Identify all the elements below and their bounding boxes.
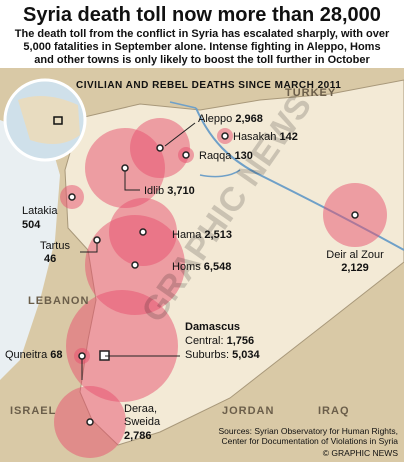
city-label: Suburbs: 5,034 <box>185 349 261 361</box>
city-dot <box>221 132 229 140</box>
city-name: Deir al Zour <box>326 249 384 261</box>
city-count: 130 <box>234 150 252 162</box>
city-count: 5,034 <box>232 349 260 361</box>
city-dot <box>78 352 86 360</box>
city-name: Latakia <box>22 205 58 217</box>
city-count: 504 <box>22 219 41 231</box>
country-label: JORDAN <box>222 405 274 417</box>
city-name: Idlib <box>144 185 164 197</box>
city-name: Sweida <box>124 416 161 428</box>
city-name: Aleppo <box>198 113 232 125</box>
sources: Sources: Syrian Observatory for Human Ri… <box>218 426 398 436</box>
count-label: Suburbs: <box>185 349 229 361</box>
city-label: Homs 6,548 <box>172 261 231 273</box>
subtitle-line: The death toll from the conflict in Syri… <box>15 28 390 40</box>
country-label: IRAQ <box>318 405 350 417</box>
sources: Center for Documentation of Violations i… <box>221 436 398 446</box>
subtitle-line: 5,000 fatalities in September alone. Int… <box>23 41 380 53</box>
city-name: Raqqa <box>199 150 232 162</box>
title: Syria death toll now more than 28,000 <box>23 4 381 26</box>
city-label: Aleppo 2,968 <box>198 113 263 125</box>
capital-name: Damascus <box>185 321 240 333</box>
city-name: Hasakah <box>233 131 276 143</box>
city-label: Central: 1,756 <box>185 335 254 347</box>
city-name: Quneitra <box>5 349 48 361</box>
city-count: 1,756 <box>227 335 255 347</box>
city-dot <box>68 193 76 201</box>
city-name: Tartus <box>40 240 70 252</box>
city-count: 68 <box>50 349 62 361</box>
map-title: CIVILIAN AND REBEL DEATHS SINCE MARCH 20… <box>76 80 341 91</box>
globe-locator <box>53 116 63 125</box>
city-dot <box>139 228 147 236</box>
city-dot <box>86 418 94 426</box>
city-label: Hasakah 142 <box>233 131 298 143</box>
country-label: LEBANON <box>28 295 89 307</box>
city-count: 2,786 <box>124 430 152 442</box>
city-count: 2,129 <box>341 262 369 274</box>
city-name: Hama <box>172 229 202 241</box>
count-label: Central: <box>185 335 224 347</box>
city-dot <box>131 261 139 269</box>
city-label: Idlib 3,710 <box>144 185 195 197</box>
bubble <box>66 290 178 402</box>
city-count: 142 <box>279 131 297 143</box>
city-count: 2,513 <box>204 229 232 241</box>
city-name: Homs <box>172 261 201 273</box>
city-label: Quneitra 68 <box>5 349 63 361</box>
globe-land <box>18 96 80 144</box>
city-dot <box>121 164 129 172</box>
city-label: Raqqa 130 <box>199 150 253 162</box>
city-name: Deraa, <box>124 403 157 415</box>
leader-line <box>80 122 196 380</box>
country-label: TURKEY <box>285 87 336 99</box>
city-count: 46 <box>44 253 56 265</box>
city-dot <box>182 151 190 159</box>
city-count: 6,548 <box>204 261 232 273</box>
city-label: Hama 2,513 <box>172 229 232 241</box>
river <box>169 101 241 178</box>
city-count: 3,710 <box>167 185 195 197</box>
city-dot <box>156 144 164 152</box>
city-count: 2,968 <box>235 113 263 125</box>
country-label: ISRAEL <box>10 405 56 417</box>
city-dot <box>93 236 101 244</box>
city-dot <box>351 211 359 219</box>
map: CIVILIAN AND REBEL DEATHS SINCE MARCH 20… <box>0 68 404 462</box>
subtitle-line: and other towns is only likely to boost … <box>34 54 370 66</box>
credit: © GRAPHIC NEWS <box>323 448 399 458</box>
